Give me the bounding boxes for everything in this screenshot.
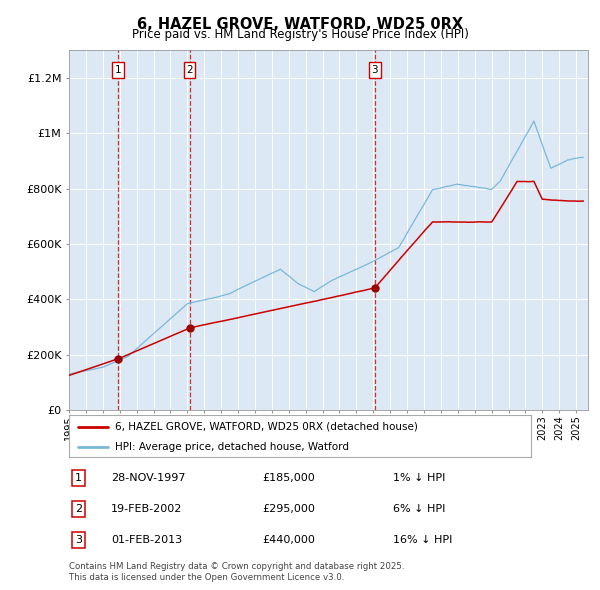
Text: 28-NOV-1997: 28-NOV-1997 — [111, 473, 185, 483]
Text: 01-FEB-2013: 01-FEB-2013 — [111, 535, 182, 545]
Text: 19-FEB-2002: 19-FEB-2002 — [111, 504, 182, 514]
Text: 6, HAZEL GROVE, WATFORD, WD25 0RX (detached house): 6, HAZEL GROVE, WATFORD, WD25 0RX (detac… — [115, 422, 418, 432]
Text: 3: 3 — [371, 65, 378, 75]
Text: 6, HAZEL GROVE, WATFORD, WD25 0RX: 6, HAZEL GROVE, WATFORD, WD25 0RX — [137, 17, 463, 31]
Text: £295,000: £295,000 — [262, 504, 315, 514]
Text: Contains HM Land Registry data © Crown copyright and database right 2025.
This d: Contains HM Land Registry data © Crown c… — [69, 562, 404, 582]
Text: 6% ↓ HPI: 6% ↓ HPI — [392, 504, 445, 514]
Text: £440,000: £440,000 — [262, 535, 315, 545]
Text: £185,000: £185,000 — [262, 473, 315, 483]
Text: 16% ↓ HPI: 16% ↓ HPI — [392, 535, 452, 545]
Text: 1: 1 — [75, 473, 82, 483]
Text: 3: 3 — [75, 535, 82, 545]
Text: Price paid vs. HM Land Registry's House Price Index (HPI): Price paid vs. HM Land Registry's House … — [131, 28, 469, 41]
Text: 2: 2 — [75, 504, 82, 514]
Text: 1% ↓ HPI: 1% ↓ HPI — [392, 473, 445, 483]
Text: HPI: Average price, detached house, Watford: HPI: Average price, detached house, Watf… — [115, 442, 349, 452]
Text: 2: 2 — [186, 65, 193, 75]
Text: 1: 1 — [115, 65, 122, 75]
